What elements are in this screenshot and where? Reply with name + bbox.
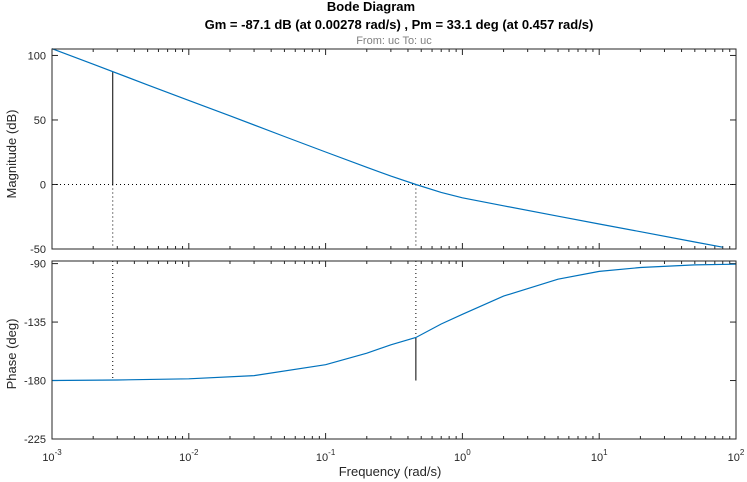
magnitude-ylabel: Magnitude (dB)	[4, 110, 19, 199]
x-tick-label: 102	[728, 448, 745, 464]
magnitude-axes-box	[51, 48, 737, 250]
x-tick-label-base: 10	[728, 452, 740, 464]
phase-ylabel: Phase (deg)	[4, 319, 19, 390]
x-tick-label-exponent: 1	[603, 448, 608, 457]
phase-axes	[51, 260, 737, 440]
x-tick-label-exponent: 2	[740, 448, 745, 457]
magnitude-axes	[51, 48, 737, 250]
chart-title: Bode Diagram	[327, 0, 415, 14]
magnitude-y-tick-label: 50	[34, 115, 46, 127]
magnitude-plot-area	[52, 49, 736, 249]
x-tick-label-exponent: 0	[466, 448, 471, 457]
x-tick-label: 10-2	[179, 448, 199, 464]
x-tick-label-exponent: -2	[191, 448, 199, 457]
x-tick-label: 10-3	[42, 448, 62, 464]
magnitude-y-tick-label: 0	[40, 179, 46, 191]
x-tick-label-exponent: -3	[55, 448, 63, 457]
phase-y-tick-label: -90	[30, 259, 46, 271]
phase-axes-box	[51, 260, 737, 440]
phase-y-tick-label: -135	[24, 317, 46, 329]
x-tick-label: 101	[591, 448, 608, 464]
chart-title-margins: Gm = -87.1 dB (at 0.00278 rad/s) , Pm = …	[205, 17, 594, 32]
io-subtitle: From: uc To: uc	[356, 35, 432, 47]
magnitude-response-line	[51, 48, 723, 248]
x-tick-label-base: 10	[454, 452, 466, 464]
frequency-xlabel: Frequency (rad/s)	[339, 464, 442, 479]
x-tick-label-base: 10	[316, 452, 328, 464]
x-tick-label-base: 10	[591, 452, 603, 464]
x-tick-label-base: 10	[42, 452, 54, 464]
phase-y-tick-label: -180	[24, 376, 46, 388]
x-tick-label-exponent: -1	[328, 448, 336, 457]
phase-response-line	[51, 263, 737, 382]
x-tick-label: 100	[454, 448, 471, 464]
magnitude-y-tick-label: -50	[30, 244, 46, 256]
magnitude-y-tick-label: 100	[28, 50, 46, 62]
phase-plot-area	[52, 261, 736, 439]
phase-y-tick-label: -225	[24, 434, 46, 446]
x-tick-label-base: 10	[179, 452, 191, 464]
x-tick-label: 10-1	[316, 448, 336, 464]
